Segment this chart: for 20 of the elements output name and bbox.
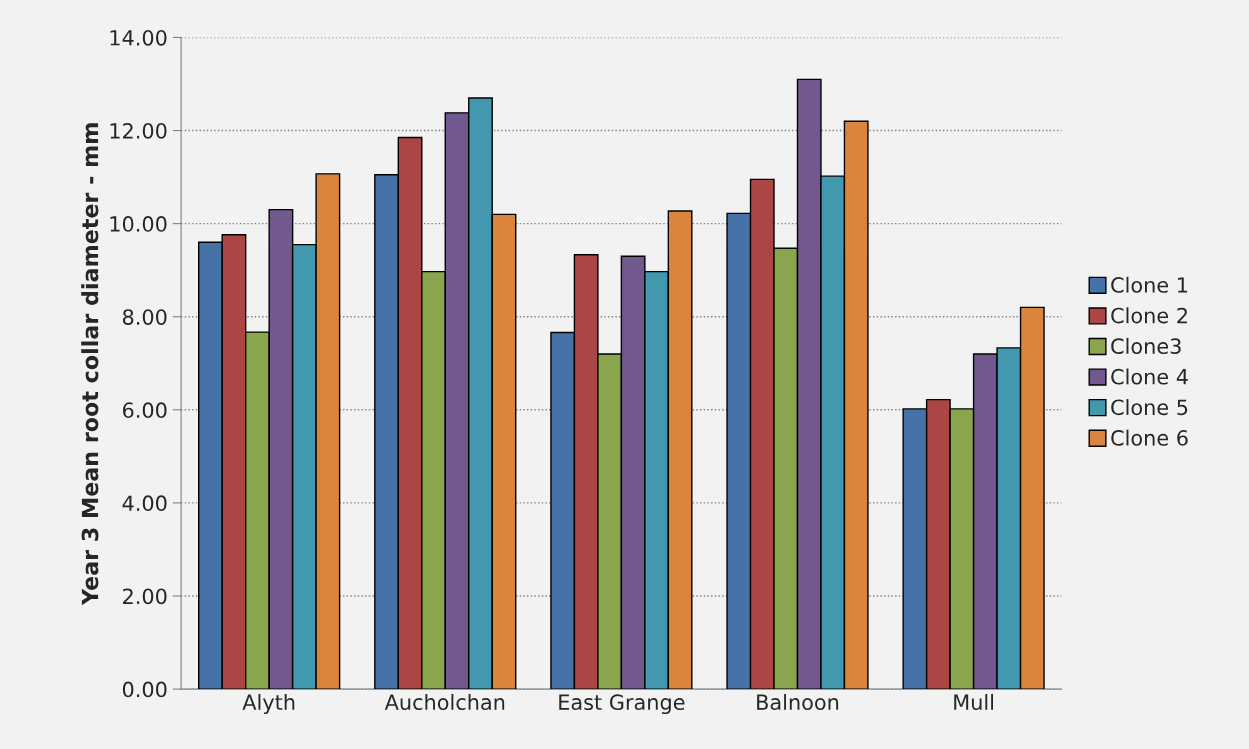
legend-label: Clone 2: [1111, 307, 1187, 324]
y-axis-title: Year 3 Mean root collar diameter - mm: [81, 123, 99, 606]
legend-label: Clone 6: [1111, 429, 1188, 446]
y-tick-label: 6.00: [122, 402, 167, 419]
x-tick-label: Mull: [954, 693, 994, 711]
y-tick-label: 4.00: [122, 495, 167, 512]
legend-label: Clone 5: [1111, 399, 1188, 416]
x-tick-label: East Grange: [559, 694, 685, 715]
legend-label: Clone3: [1111, 337, 1181, 355]
legend-label: Clone 4: [1111, 368, 1188, 385]
x-tick-label: Aucholchan: [384, 693, 505, 711]
x-tick-label: Alyth: [242, 693, 295, 715]
y-tick-label: 2.00: [123, 588, 167, 605]
y-tick-label: 8.00: [122, 309, 167, 325]
y-tick-label: 0.00: [122, 681, 167, 698]
legend-label: Clone 1: [1111, 276, 1188, 293]
x-tick-label: Balnoon: [757, 693, 839, 711]
y-tick-label: 10.00: [110, 216, 167, 232]
y-tick-label: 14.00: [110, 29, 167, 46]
y-tick-label: 12.00: [110, 122, 167, 139]
